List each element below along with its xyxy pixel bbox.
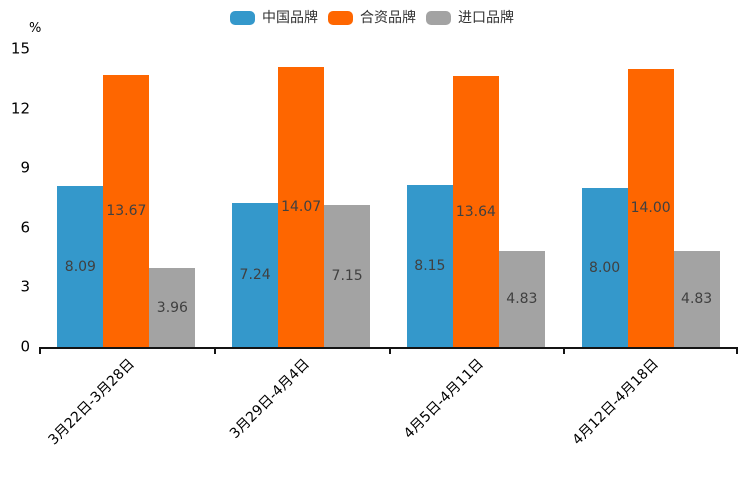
bar-series2-group3[interactable]: 4.83 — [673, 251, 720, 347]
bar-series1-group1[interactable]: 14.07 — [278, 67, 325, 347]
y-tick-label: 12 — [10, 99, 30, 118]
bar-series0-group2[interactable]: 8.15 — [406, 185, 453, 347]
bar-value-label: 8.00 — [589, 259, 621, 276]
x-tick-label-0: 3月22日-3月28日 — [45, 356, 138, 449]
legend: 中国品牌 合资品牌 进口品牌 — [0, 8, 744, 28]
bar-value-label: 3.96 — [156, 299, 188, 316]
y-tick-label: 6 — [20, 218, 30, 237]
plot-area: 8.09 13.67 3.96 7.24 14.07 7.15 8.15 13.64 4.83 8… — [39, 49, 738, 354]
bar-series1-group0[interactable]: 13.67 — [103, 75, 150, 347]
x-tick-label-2: 4月5日-4月11日 — [401, 356, 488, 442]
bar-value-label: 14.07 — [281, 199, 322, 216]
bar-series1-group2[interactable]: 13.64 — [452, 76, 499, 347]
x-axis-tick — [213, 349, 216, 354]
bar-value-label: 4.83 — [506, 291, 538, 308]
legend-marker-1 — [328, 11, 353, 25]
bar-group-3: 8.00 14.00 4.83 — [563, 49, 738, 347]
x-axis-labels: 3月22日-3月28日 3月29日-4月4日 4月5日-4月11日 4月12日-4月1… — [39, 356, 738, 486]
bar-value-label: 8.09 — [64, 258, 96, 275]
y-axis-unit-label: % — [29, 21, 42, 36]
bar-value-label: 4.83 — [681, 291, 713, 308]
x-tick-label-3: 4月12日-4月18日 — [569, 356, 662, 449]
x-tick-label-1: 3月29日-4月4日 — [226, 356, 313, 442]
bar-series2-group2[interactable]: 4.83 — [498, 251, 545, 347]
bar-series1-group3[interactable]: 14.00 — [627, 68, 674, 347]
x-axis-tick — [736, 349, 738, 354]
bar-series0-group0[interactable]: 8.09 — [57, 186, 104, 347]
bar-series2-group1[interactable]: 7.15 — [324, 204, 371, 347]
bar-group-0: 8.09 13.67 3.96 — [39, 49, 214, 347]
bar-value-label: 14.00 — [630, 199, 671, 216]
bar-series0-group1[interactable]: 7.24 — [232, 203, 279, 347]
bar-value-label: 8.15 — [414, 258, 446, 275]
bar-group-2: 8.15 13.64 4.83 — [389, 49, 564, 347]
bar-group-1: 7.24 14.07 7.15 — [214, 49, 389, 347]
legend-item-label: 中国品牌 — [262, 10, 318, 26]
y-axis: 0 3 6 9 12 15 — [0, 41, 30, 354]
legend-marker-2 — [426, 11, 451, 25]
bar-value-label: 7.15 — [331, 267, 363, 284]
bar-value-label: 13.64 — [455, 203, 496, 220]
y-tick-label: 3 — [20, 277, 30, 296]
y-tick-label: 0 — [20, 337, 30, 356]
bar-series2-group0[interactable]: 3.96 — [149, 268, 196, 347]
legend-item-1[interactable]: 合资品牌 — [328, 11, 416, 25]
legend-item-label: 合资品牌 — [360, 10, 416, 26]
legend-item-2[interactable]: 进口品牌 — [426, 11, 514, 25]
legend-item-label: 进口品牌 — [458, 10, 514, 26]
y-tick-label: 9 — [20, 158, 30, 177]
bar-value-label: 7.24 — [239, 267, 271, 284]
legend-marker-0 — [230, 11, 255, 25]
x-axis-tick — [388, 349, 391, 354]
bar-value-label: 13.67 — [106, 203, 147, 220]
y-tick-label: 15 — [10, 39, 30, 58]
x-axis-tick — [39, 349, 41, 354]
legend-item-0[interactable]: 中国品牌 — [230, 11, 318, 25]
x-axis-tick — [563, 349, 566, 354]
bar-series0-group3[interactable]: 8.00 — [581, 188, 628, 347]
